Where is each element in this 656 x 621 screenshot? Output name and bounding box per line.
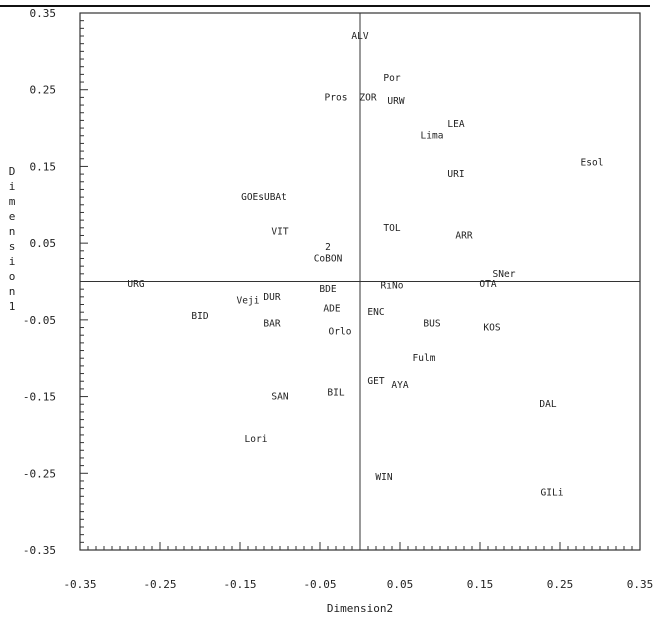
y-tick-label: 0.15: [30, 160, 57, 173]
y-axis-title-char: D: [9, 165, 16, 178]
y-axis-title-char: o: [9, 270, 16, 283]
x-tick-label: 0.35: [627, 578, 654, 591]
point-label: Pros: [325, 92, 348, 103]
y-axis-title-char: n: [9, 285, 16, 298]
y-axis-title-char: n: [9, 225, 16, 238]
point-label: DAL: [539, 399, 556, 410]
x-tick-label: 0.15: [467, 578, 494, 591]
point-label: ARR: [455, 230, 472, 241]
x-tick-label: -0.05: [303, 578, 336, 591]
y-axis-title-char: 1: [9, 300, 16, 313]
x-axis-ticks: -0.35 -0.25 -0.15 -0.05 0.05 0.15 0.25 0.35: [63, 542, 653, 591]
point-label: ZOR: [359, 92, 376, 103]
point-label: GOEsUBAt: [241, 192, 287, 203]
x-axis-title: Dimension2: [327, 602, 393, 615]
point-label: 2: [325, 242, 331, 253]
x-tick-label: -0.35: [63, 578, 96, 591]
y-axis-ticks: 0.35 0.25 0.15 0.05 -0.05 -0.15 -0.25 -0.35: [23, 7, 88, 557]
point-label: Orlo: [329, 326, 352, 337]
point-label: Esol: [581, 158, 604, 169]
y-axis-title-char: i: [9, 180, 16, 193]
y-tick-label: -0.05: [23, 314, 56, 327]
point-label: OTA: [479, 279, 496, 290]
point-label: KOS: [483, 323, 500, 334]
y-tick-label: -0.25: [23, 467, 56, 480]
point-label: Por: [383, 73, 400, 84]
y-axis-title-char: m: [9, 195, 16, 208]
point-label: GILi: [541, 487, 564, 498]
x-tick-label: -0.25: [143, 578, 176, 591]
point-label: URW: [387, 96, 404, 107]
point-label: LEA: [447, 119, 464, 130]
y-axis-title-char: i: [9, 255, 16, 268]
x-tick-label: -0.15: [223, 578, 256, 591]
point-label: URI: [447, 169, 464, 180]
x-tick-label: 0.05: [387, 578, 414, 591]
point-label: CoBON: [314, 253, 343, 264]
y-axis-title-char: e: [9, 210, 16, 223]
point-label: URG: [127, 279, 144, 290]
y-tick-label: 0.25: [30, 84, 57, 97]
point-label: BDE: [319, 284, 336, 295]
y-tick-label: -0.35: [23, 544, 56, 557]
y-tick-label: 0.05: [30, 237, 57, 250]
y-axis-title-char: s: [9, 240, 16, 253]
point-label: ENC: [367, 307, 384, 318]
point-label: RiNo: [381, 280, 404, 291]
point-label: BAR: [263, 319, 280, 330]
reference-lines: [80, 13, 640, 550]
point-label: Lima: [421, 131, 444, 142]
point-label: BUS: [423, 319, 440, 330]
point-label: WIN: [375, 472, 392, 483]
point-label: GET: [367, 376, 384, 387]
point-label: Fulm: [413, 353, 436, 364]
point-label: ALV: [351, 31, 368, 42]
point-label: BID: [191, 311, 208, 322]
point-label: VIT: [271, 227, 288, 238]
point-label: ADE: [323, 303, 340, 314]
point-label: DUR: [263, 292, 280, 303]
x-tick-label: 0.25: [547, 578, 574, 591]
y-tick-label: 0.35: [30, 7, 57, 20]
point-label: BIL: [327, 388, 344, 399]
y-tick-label: -0.15: [23, 391, 56, 404]
point-label: AYA: [391, 380, 408, 391]
point-label: SNer: [493, 269, 516, 280]
point-label: TOL: [383, 223, 400, 234]
point-label: SAN: [271, 392, 288, 403]
point-label: Veji: [237, 296, 260, 307]
point-label: Lori: [245, 434, 268, 445]
